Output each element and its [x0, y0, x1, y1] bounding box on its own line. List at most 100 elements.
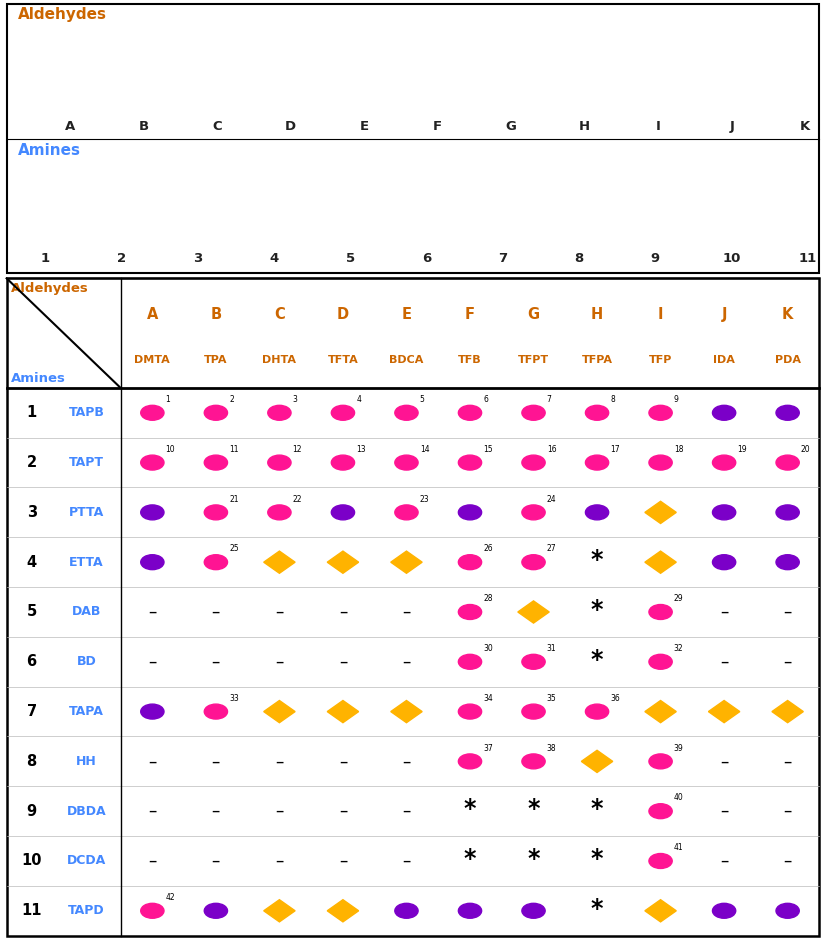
Text: 32: 32: [674, 644, 683, 653]
Text: 4: 4: [26, 555, 36, 570]
Ellipse shape: [204, 903, 227, 918]
Text: *: *: [591, 598, 603, 622]
Text: *: *: [591, 797, 603, 822]
Text: –: –: [148, 852, 157, 870]
Ellipse shape: [522, 406, 545, 421]
Text: 42: 42: [166, 893, 175, 902]
Text: –: –: [211, 603, 220, 621]
Text: 23: 23: [420, 495, 430, 503]
Ellipse shape: [395, 406, 418, 421]
Text: 3: 3: [193, 252, 202, 265]
Ellipse shape: [204, 406, 227, 421]
Text: *: *: [591, 648, 603, 671]
Ellipse shape: [268, 455, 291, 470]
Text: Aldehydes: Aldehydes: [18, 7, 107, 22]
Ellipse shape: [395, 903, 418, 918]
Text: Amines: Amines: [18, 143, 81, 158]
Ellipse shape: [522, 654, 545, 670]
Ellipse shape: [140, 505, 164, 520]
Text: –: –: [148, 752, 157, 770]
Text: Aldehydes: Aldehydes: [11, 282, 88, 295]
Text: C: C: [274, 307, 285, 322]
Text: 4: 4: [356, 395, 361, 404]
Text: 39: 39: [674, 744, 684, 752]
Text: 5: 5: [26, 605, 37, 620]
Text: –: –: [275, 653, 283, 670]
Ellipse shape: [458, 605, 482, 620]
Ellipse shape: [140, 455, 164, 470]
Text: 7: 7: [26, 704, 36, 719]
FancyBboxPatch shape: [7, 4, 819, 273]
Ellipse shape: [522, 704, 545, 719]
FancyBboxPatch shape: [7, 278, 819, 935]
Text: 3: 3: [26, 505, 36, 520]
Text: PTTA: PTTA: [69, 506, 104, 519]
Text: 26: 26: [483, 545, 493, 553]
Text: E: E: [359, 120, 369, 133]
Text: 15: 15: [483, 445, 493, 454]
Text: PDA: PDA: [775, 356, 800, 365]
Text: –: –: [720, 752, 729, 770]
Text: 34: 34: [483, 694, 493, 702]
Text: 9: 9: [651, 252, 660, 265]
Text: 13: 13: [356, 445, 366, 454]
Ellipse shape: [522, 903, 545, 918]
Text: 1: 1: [166, 395, 170, 404]
Text: *: *: [591, 847, 603, 871]
Ellipse shape: [458, 455, 482, 470]
Text: –: –: [148, 802, 157, 820]
Ellipse shape: [713, 505, 736, 520]
Text: –: –: [720, 603, 729, 621]
Text: TFP: TFP: [649, 356, 672, 365]
Text: 2: 2: [26, 455, 36, 470]
Text: 19: 19: [738, 445, 747, 454]
Ellipse shape: [458, 555, 482, 570]
Text: I: I: [657, 307, 663, 322]
Text: 1: 1: [26, 406, 37, 421]
Text: –: –: [275, 752, 283, 770]
Ellipse shape: [649, 854, 672, 869]
Ellipse shape: [204, 505, 227, 520]
Ellipse shape: [458, 505, 482, 520]
Text: –: –: [148, 603, 157, 621]
Ellipse shape: [586, 505, 609, 520]
Ellipse shape: [140, 555, 164, 570]
Text: 22: 22: [292, 495, 302, 503]
Ellipse shape: [713, 406, 736, 421]
Ellipse shape: [586, 406, 609, 421]
Text: –: –: [148, 653, 157, 670]
Text: B: B: [139, 120, 149, 133]
Ellipse shape: [776, 903, 800, 918]
Text: –: –: [783, 752, 792, 770]
Text: TAPA: TAPA: [69, 705, 104, 718]
Polygon shape: [582, 750, 613, 773]
Ellipse shape: [776, 555, 800, 570]
Text: G: G: [528, 307, 539, 322]
Text: 24: 24: [547, 495, 557, 503]
Text: 38: 38: [547, 744, 557, 752]
Text: 9: 9: [26, 804, 36, 819]
Text: *: *: [527, 847, 539, 871]
Text: 6: 6: [483, 395, 488, 404]
Text: –: –: [211, 802, 220, 820]
Text: 21: 21: [229, 495, 239, 503]
Text: DCDA: DCDA: [67, 854, 106, 868]
Text: DAB: DAB: [72, 606, 101, 619]
Polygon shape: [518, 601, 549, 623]
Text: Amines: Amines: [11, 372, 65, 385]
Text: 18: 18: [674, 445, 683, 454]
Polygon shape: [645, 501, 676, 523]
Ellipse shape: [713, 903, 736, 918]
Text: TAPB: TAPB: [69, 407, 104, 420]
Text: 2: 2: [229, 395, 234, 404]
Text: –: –: [339, 603, 347, 621]
Text: –: –: [211, 852, 220, 870]
Text: F: F: [433, 120, 443, 133]
Text: –: –: [402, 752, 411, 770]
Text: 30: 30: [483, 644, 493, 653]
Text: A: A: [147, 307, 158, 322]
Text: 5: 5: [420, 395, 425, 404]
Text: D: D: [285, 120, 297, 133]
Text: –: –: [402, 603, 411, 621]
Polygon shape: [709, 700, 740, 723]
